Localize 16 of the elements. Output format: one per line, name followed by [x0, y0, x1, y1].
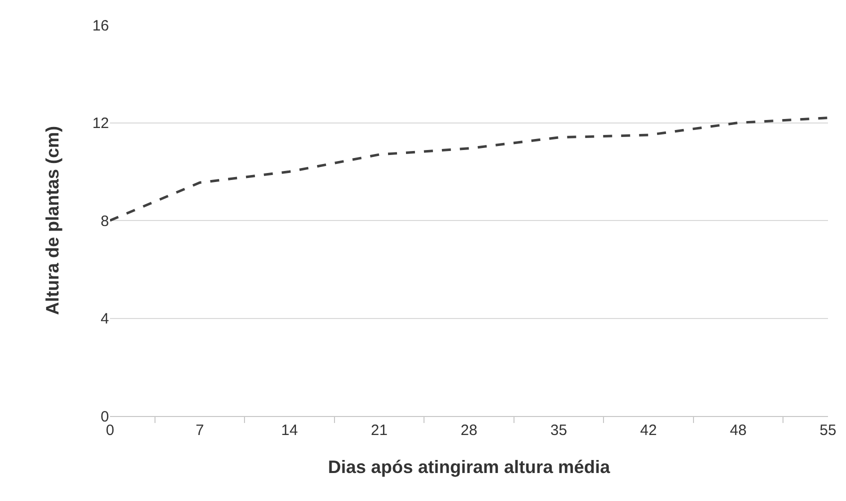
x-axis-title: Dias após atingiram altura média [328, 457, 612, 478]
y-axis-title: Altura de plantas (cm) [42, 126, 63, 316]
x-tick-label: 7 [196, 422, 204, 439]
x-tick-label: 48 [730, 422, 747, 439]
y-tick-label: 8 [100, 212, 109, 230]
x-tick-label: 42 [640, 422, 657, 439]
line-series [110, 116, 828, 222]
x-tick-label: 35 [550, 422, 568, 439]
x-tick-label: 14 [281, 422, 298, 439]
y-tick-label: 4 [100, 310, 109, 328]
x-tick-label: 55 [820, 422, 836, 439]
x-tick-label: 28 [460, 422, 478, 439]
y-tick-label: 12 [92, 115, 109, 132]
y-tick-label: 16 [92, 17, 109, 34]
x-tick-label: 21 [370, 422, 388, 439]
y-tick-label: 0 [100, 408, 109, 426]
